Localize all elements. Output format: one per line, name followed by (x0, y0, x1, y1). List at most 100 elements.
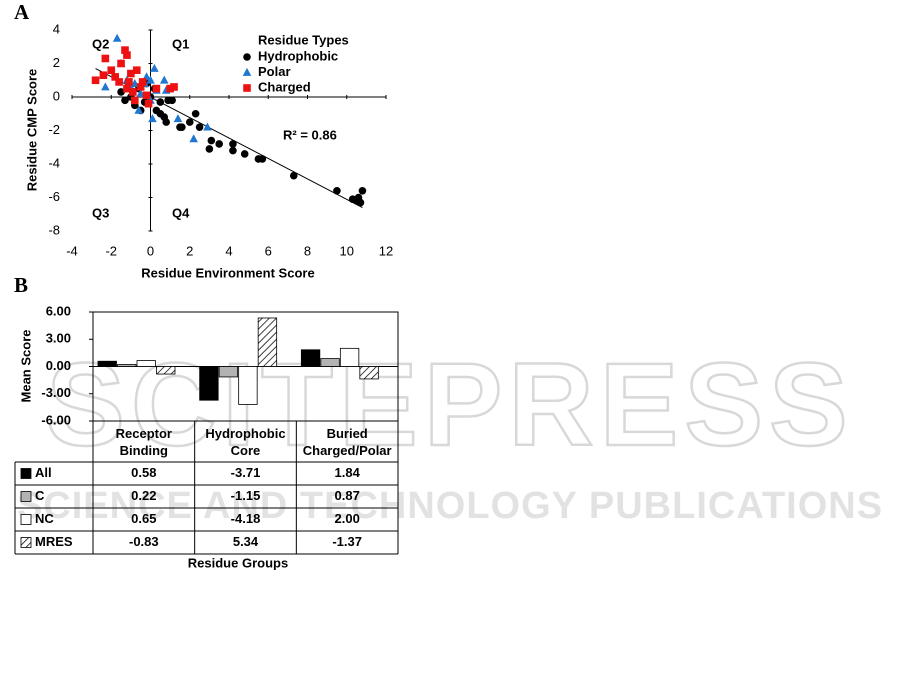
point (185, 118, 194, 126)
x-tick-label: 4 (225, 243, 232, 258)
table-value: 0.87 (335, 488, 360, 503)
point (156, 98, 165, 106)
watermark-subtitle: SCIENCE AND TECHNOLOGY PUBLICATIONS (17, 485, 883, 527)
point (117, 59, 125, 68)
y-axis-title: Residue CMP Score (24, 69, 39, 192)
quadrant-label: Q2 (92, 36, 109, 51)
legend-label: Polar (258, 64, 291, 79)
legend-label: MRES (35, 534, 73, 549)
table-value: -3.71 (231, 465, 261, 480)
legend-label: Charged (258, 79, 311, 94)
x-tick-label: 0 (147, 243, 154, 258)
legend-title: Residue Types (258, 32, 349, 47)
bar (238, 366, 258, 405)
point (258, 155, 267, 163)
bar (257, 317, 278, 367)
point (146, 75, 155, 84)
bar (117, 364, 137, 367)
quadrant-label: Q3 (92, 205, 109, 220)
point (127, 69, 135, 78)
y-tick-label: -8 (48, 222, 60, 237)
point (107, 66, 116, 74)
point (123, 51, 131, 59)
quadrant-label: Q4 (172, 205, 190, 220)
point (215, 140, 223, 148)
category-label: Buried Charged/Polar (302, 425, 392, 458)
legend-marker (243, 84, 251, 92)
legend-marker (242, 67, 252, 76)
bar (339, 347, 360, 367)
point (168, 96, 176, 105)
point (148, 114, 157, 123)
y-tick-label: 3.00 (46, 331, 71, 346)
point (117, 88, 125, 96)
bar (97, 360, 117, 367)
panel-label: B (14, 273, 28, 297)
table-value: 0.22 (131, 488, 156, 503)
point (101, 54, 110, 63)
y-tick-label: 2 (53, 55, 60, 70)
table-value: 1.84 (335, 465, 361, 480)
table-value: 0.58 (131, 465, 156, 480)
x-axis-title: Residue Groups (188, 555, 288, 570)
point (289, 171, 298, 180)
point (144, 99, 153, 108)
panel-label: A (14, 0, 30, 24)
bar (136, 360, 156, 367)
bar (300, 349, 321, 367)
bar (156, 366, 176, 375)
category-label: Receptor Binding (115, 425, 172, 458)
y-tick-label: 0 (53, 88, 60, 103)
point (129, 88, 137, 96)
y-tick-label: -6 (48, 189, 60, 204)
point (121, 46, 129, 54)
bar (199, 366, 219, 401)
legend-key (20, 514, 32, 525)
legend-key (20, 468, 32, 479)
table-value: 0.65 (131, 511, 156, 526)
point (91, 76, 100, 85)
y-tick-label: -4 (48, 155, 60, 170)
point (150, 63, 159, 72)
point (131, 96, 139, 105)
y-axis-title: Mean Score (18, 330, 33, 403)
legend-label: NC (35, 511, 54, 526)
legend-label: Hydrophobic (258, 48, 338, 63)
point (189, 134, 198, 143)
x-tick-label: 10 (340, 243, 354, 258)
point (159, 75, 169, 84)
legend-label: C (35, 488, 45, 503)
y-tick-label: 0.00 (46, 358, 71, 373)
point (229, 146, 237, 155)
legend-key (20, 491, 32, 502)
watermark: SCITEPRESS SCIENCE AND TECHNOLOGY PUBLICA… (17, 338, 883, 527)
point (121, 96, 129, 105)
x-tick-label: -4 (66, 243, 78, 258)
point (166, 84, 174, 93)
point (205, 145, 214, 153)
x-tick-label: 6 (265, 243, 272, 258)
table-value: 5.34 (233, 534, 259, 549)
point (358, 187, 367, 195)
legend-marker (243, 53, 251, 61)
table-value: -1.15 (231, 488, 261, 503)
point (207, 136, 216, 145)
point (333, 187, 341, 195)
point (125, 78, 133, 86)
x-tick-label: 12 (379, 243, 393, 258)
y-tick-label: -6.00 (41, 412, 71, 427)
y-tick-label: 6.00 (46, 303, 71, 318)
bar (218, 366, 239, 378)
point (162, 118, 170, 126)
point (203, 122, 212, 131)
x-tick-label: 8 (304, 243, 311, 258)
point (111, 73, 119, 81)
y-tick-label: -3.00 (41, 385, 71, 400)
point (152, 84, 161, 93)
table-value: 2.00 (335, 511, 360, 526)
point (99, 71, 108, 80)
legend-label: All (35, 465, 52, 480)
point (138, 78, 147, 86)
